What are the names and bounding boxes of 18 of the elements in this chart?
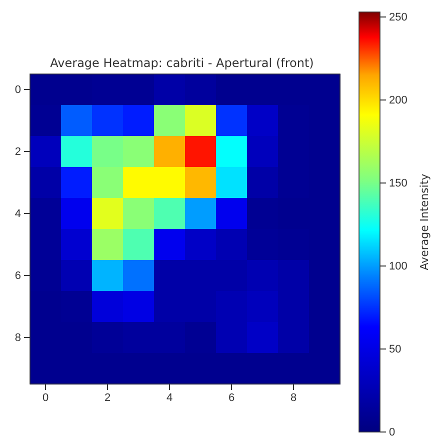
chart-title: Average Heatmap: cabriti - Apertural (front) xyxy=(50,56,314,70)
x-tick-label: 8 xyxy=(290,392,297,404)
y-tick-label: 2 xyxy=(14,146,21,158)
y-tick-label: 0 xyxy=(14,84,21,96)
x-tick-label: 2 xyxy=(104,392,111,404)
y-tick-label: 8 xyxy=(14,332,21,344)
color-bar-label: 150 xyxy=(389,178,408,190)
x-tick-label: 4 xyxy=(166,392,173,404)
color-bar-label: 100 xyxy=(389,260,408,273)
color-bar-title: Average Intensity xyxy=(418,173,431,270)
color-bar-label: 0 xyxy=(389,426,396,439)
y-tick-label: 4 xyxy=(14,208,21,220)
color-bar-label: 200 xyxy=(389,94,408,107)
color-bar-label: 250 xyxy=(389,12,408,24)
x-tick-label: 6 xyxy=(228,392,235,404)
color-bar-label: 50 xyxy=(389,344,402,356)
x-tick-label: 0 xyxy=(42,392,49,404)
y-tick-label: 6 xyxy=(14,270,21,282)
